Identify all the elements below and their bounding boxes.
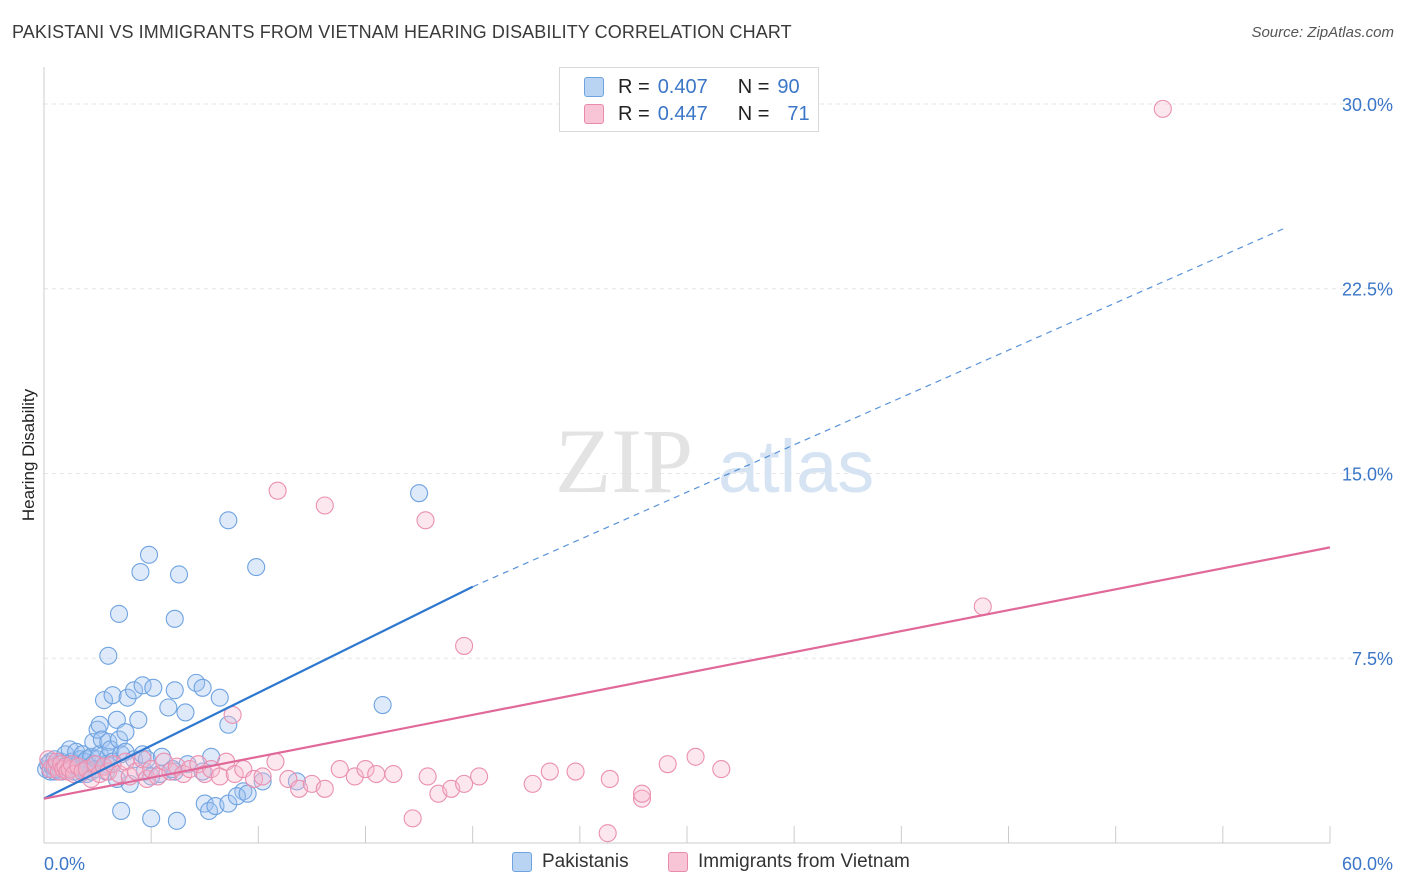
legend-n-label: N = (737, 75, 770, 98)
y-tick-label: 22.5% (1342, 280, 1393, 300)
vietnam-point (367, 764, 386, 784)
legend-r-label: R = (618, 102, 650, 125)
vietnam-point (632, 789, 652, 808)
vietnam-point (330, 760, 349, 779)
source-label: Source: ZipAtlas.com (1251, 24, 1394, 41)
pakistani-point (219, 715, 238, 734)
vietnam-point (973, 597, 992, 616)
data-points (37, 99, 1172, 843)
vietnam-point (523, 774, 542, 793)
pakistani-point (107, 710, 126, 729)
pakistani-point (103, 686, 122, 705)
legend-r-value: 0.407 (657, 75, 708, 98)
vietnam-point (345, 767, 364, 786)
pakistani-point (167, 811, 186, 830)
pakistani-point (139, 545, 159, 564)
legend-r-value: 0.447 (657, 102, 708, 125)
vietnam-point (470, 767, 489, 786)
y-tick-label: 30.0% (1342, 95, 1393, 115)
pakistani-point (142, 809, 161, 828)
pakistani-point (116, 723, 135, 742)
vietnam-point (455, 774, 474, 793)
pakistani-point (112, 801, 131, 821)
pakistani-point (118, 688, 137, 707)
vietnam-point (266, 752, 285, 771)
axes: 7.5% 15.0% 22.5% 30.0% 0.0% 60.0% (43, 67, 1393, 874)
pakistani-point (176, 703, 195, 722)
x-tick-label: 60.0% (1342, 854, 1393, 874)
vietnam-point (253, 767, 272, 786)
legend-row-pakistanis: R = 0.407 N = 90 (584, 74, 800, 100)
bottom-legend-swatch-vietnam (668, 852, 688, 872)
y-axis-label: Hearing Disability (19, 388, 38, 521)
vietnam-point (268, 481, 287, 500)
vietnam-point (598, 824, 617, 843)
legend-swatch-pakistanis (584, 77, 604, 97)
pakistani-point (193, 678, 212, 697)
pakistani-point (94, 691, 114, 710)
trend-lines (43, 226, 1331, 800)
pakistani-point (99, 732, 118, 752)
vietnam-point (384, 764, 403, 784)
vietnam-point (356, 760, 375, 779)
vietnam-point (632, 784, 652, 803)
vietnam-point (540, 762, 559, 781)
pakistani-point (227, 787, 246, 806)
vietnam-point (416, 511, 435, 530)
x-tick-label: 0.0% (44, 854, 85, 874)
pakistani-point (165, 609, 184, 628)
pakistani-point (131, 562, 150, 582)
vietnam-point (315, 496, 334, 515)
bottom-legend-pakistanis: Pakistanis (512, 851, 629, 873)
vietnam-point (315, 779, 334, 798)
y-tick-label: 7.5% (1352, 649, 1393, 669)
vietnam-point (658, 755, 677, 774)
pakistani-point (90, 715, 109, 734)
legend-n-value: 71 (787, 102, 810, 125)
vietnam-point (455, 636, 474, 655)
legend-swatch-vietnam (584, 104, 604, 124)
legend-r-label: R = (618, 75, 650, 98)
pakistani-point (124, 681, 144, 700)
legend-n-label: N = (737, 102, 770, 125)
pakistani-trend-extension (472, 226, 1288, 588)
pakistani-point (165, 681, 184, 700)
pakistani-point (133, 676, 152, 695)
correlation-legend: R = 0.407 N = 90 R = 0.447 N = 71 (559, 67, 819, 132)
pakistani-point (129, 710, 148, 729)
legend-row-vietnam: R = 0.447 N = 71 (584, 101, 810, 127)
vietnam-point (403, 809, 422, 828)
pakistani-point (210, 688, 229, 707)
vietnam-point (1153, 99, 1172, 118)
vietnam-point (418, 767, 437, 786)
pakistani-point (247, 558, 266, 577)
watermark-zip: ZIP (555, 410, 693, 512)
vietnam-point (600, 769, 619, 788)
pakistani-point (410, 484, 429, 503)
pakistani-point (109, 604, 129, 623)
vietnam-point (712, 760, 731, 779)
pakistani-trend-line (43, 585, 474, 800)
bottom-legend-vietnam: Immigrants from Vietnam (668, 851, 910, 873)
pakistani-point (159, 698, 178, 717)
legend-n-value: 90 (777, 75, 800, 98)
bottom-legend-label-vietnam: Immigrants from Vietnam (698, 851, 910, 872)
y-tick-label: 15.0% (1342, 464, 1393, 484)
vietnam-point (566, 762, 585, 781)
pakistani-point (373, 695, 392, 715)
bottom-legend-label-pakistanis: Pakistanis (542, 851, 629, 872)
pakistani-point (144, 678, 163, 697)
vietnam-trend-line (43, 546, 1331, 800)
chart-title: PAKISTANI VS IMMIGRANTS FROM VIETNAM HEA… (12, 22, 792, 42)
watermark-atlas: atlas (718, 425, 874, 508)
pakistani-point (219, 511, 238, 530)
vietnam-point (225, 764, 244, 784)
bottom-legend-swatch-pakistanis (512, 852, 532, 872)
pakistani-point (99, 646, 118, 665)
vietnam-point (686, 747, 705, 766)
pakistani-point (169, 565, 189, 584)
